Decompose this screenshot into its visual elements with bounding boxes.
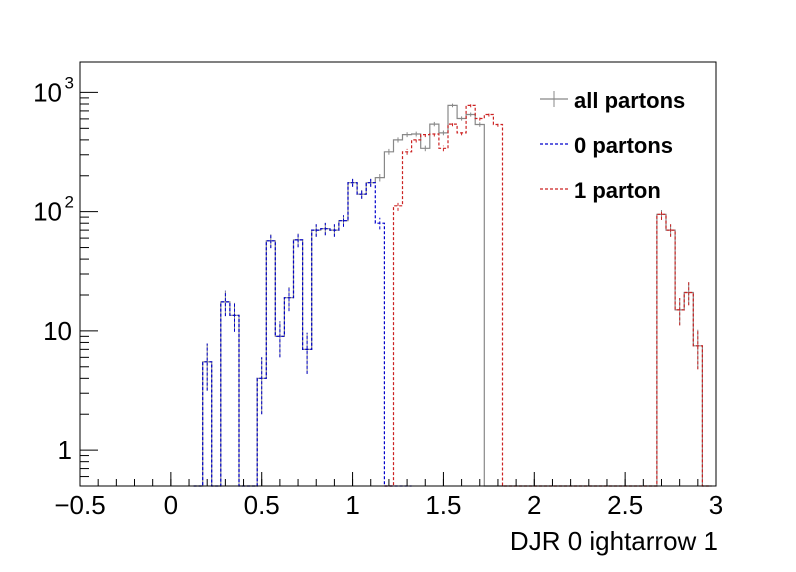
x-tick-label: −0.5: [54, 490, 105, 520]
legend-label: all partons: [574, 88, 685, 113]
x-tick-label: 1: [345, 490, 359, 520]
series-1-parton: [384, 103, 712, 487]
histogram-step-line: [384, 104, 712, 487]
x-tick-label: 0.5: [244, 490, 280, 520]
x-tick-label: 1.5: [425, 490, 461, 520]
x-tick-label: 3: [709, 490, 723, 520]
series-layer: [193, 103, 712, 487]
x-axis-title: DJR 0 ightarrow 1: [510, 526, 718, 556]
y-tick-exponent: 2: [65, 193, 74, 212]
x-tick-label: 2: [527, 490, 541, 520]
y-tick-label: 10: [33, 197, 62, 227]
x-tick-label: 0: [164, 490, 178, 520]
histogram-step-line: [193, 182, 412, 487]
x-tick-label: 2.5: [607, 490, 643, 520]
legend-label: 1 parton: [574, 178, 661, 203]
y-tick-label: 10: [43, 316, 72, 346]
y-tick-label: 1: [58, 435, 72, 465]
legend-box: [536, 76, 714, 210]
legend: all partons 0 partons 1 parton: [540, 88, 685, 203]
y-tick-exponent: 3: [65, 73, 74, 92]
series-0-partons: [193, 178, 412, 487]
legend-label: 0 partons: [574, 133, 673, 158]
y-tick-label: 10: [33, 77, 62, 107]
